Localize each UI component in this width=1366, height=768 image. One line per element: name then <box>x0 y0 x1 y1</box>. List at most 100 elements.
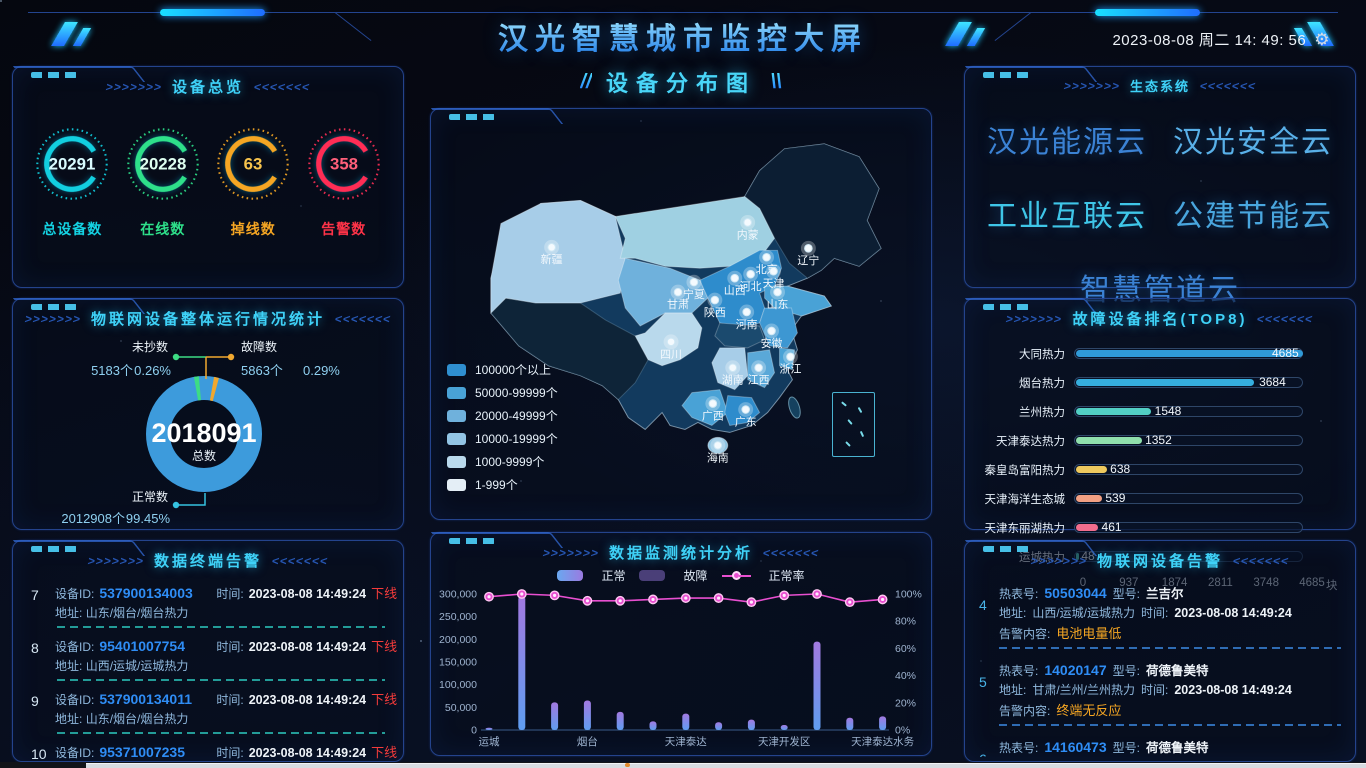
rate-point-core <box>586 599 589 602</box>
alarm-content-value: 电池电量低 <box>1056 623 1121 642</box>
row-index: 6 <box>979 751 987 757</box>
addr-value: 山东/烟台/烟台热力 <box>86 606 189 620</box>
map-marker-广东[interactable] <box>742 406 750 414</box>
device-id-label: 设备ID: <box>55 638 94 655</box>
status-badge: 下线 <box>371 583 403 602</box>
panel-ecosystem: >>>>>>> 生态系统 <<<<<<< 汉光能源云 汉光安全云 工业互联云 公… <box>964 66 1356 288</box>
bar-fill <box>1076 524 1098 531</box>
monitor-bar-line-chart: 050,000100,000150,000200,000250,000300,0… <box>431 584 933 754</box>
title-arrows: <<<<<<< <box>253 80 312 94</box>
time-label: 时间: <box>216 638 243 655</box>
eco-link-industry-cloud[interactable]: 工业互联云 <box>987 191 1147 235</box>
svg-text:358: 358 <box>330 154 358 173</box>
bar-normal <box>715 722 722 730</box>
eco-link-energy-cloud[interactable]: 汉光能源云 <box>987 117 1147 161</box>
gauge-label: 在线数 <box>140 219 185 239</box>
starfield-decoration <box>0 0 2 2</box>
rate-point-core <box>881 598 884 601</box>
map-marker-内蒙[interactable] <box>744 219 752 227</box>
map-marker-广西[interactable] <box>709 400 717 408</box>
legend-label: 故障 <box>683 567 707 584</box>
legend-label: 正常率 <box>769 567 805 584</box>
device-id-label: 设备ID: <box>55 691 94 708</box>
legend-label: 10000-19999个 <box>475 430 558 447</box>
bar-normal <box>518 596 525 730</box>
bar-normal <box>584 701 591 730</box>
panel-monitor-chart: >>>>>>> 数据监测统计分析 <<<<<<< 正常 故障 正常率 050,0… <box>430 532 932 756</box>
bar-track: 1352 <box>1074 435 1303 446</box>
map-marker-天津[interactable] <box>770 267 778 275</box>
map-marker-新疆[interactable] <box>548 244 556 252</box>
legend-swatch <box>447 364 466 376</box>
map-marker-辽宁[interactable] <box>805 245 813 253</box>
map-marker-河北[interactable] <box>747 270 755 278</box>
rate-point-core <box>848 601 851 604</box>
eco-link-security-cloud[interactable]: 汉光安全云 <box>1173 117 1333 161</box>
bar-normal <box>486 728 493 730</box>
bar-fill <box>1076 495 1102 502</box>
map-marker-四川[interactable] <box>667 338 675 346</box>
map-marker-河南[interactable] <box>743 308 751 316</box>
iot-alarm-row: 6热表号:14160473型号:荷德鲁美特地址:山西/大同/大同热力时间:202… <box>973 733 1341 757</box>
legend-swatch-normal <box>557 570 583 581</box>
title-mark: \\ <box>770 71 781 94</box>
map-marker-北京[interactable] <box>763 253 771 261</box>
map-marker-label: 内蒙 <box>737 227 759 241</box>
row-separator <box>57 732 385 734</box>
map-marker-陕西[interactable] <box>711 296 719 304</box>
top8-row: 烟台热力3684 <box>977 372 1341 393</box>
gear-icon[interactable]: ⚙ <box>1314 30 1330 50</box>
row-separator <box>57 679 385 681</box>
x-axis-category: 天津泰达水务 <box>851 735 914 748</box>
map-marker-山东[interactable] <box>774 288 782 296</box>
map-marker-山西[interactable] <box>731 274 739 282</box>
bar-normal <box>814 642 821 730</box>
time-value: 2023-08-08 14:49:24 <box>249 746 366 759</box>
time-label: 时间: <box>216 585 243 602</box>
row-index: 10 <box>31 746 47 759</box>
rate-point-core <box>684 596 687 599</box>
map-marker-湖南[interactable] <box>729 364 737 372</box>
row-separator <box>57 626 385 628</box>
y-axis-tick-right: 60% <box>895 643 916 655</box>
panel-terminal-alarms: >>>>>>> 数据终端告警 <<<<<<< 7设备ID:53790013400… <box>12 540 404 762</box>
title-arrows: >>>>>>> <box>1005 312 1064 326</box>
rate-point-core <box>750 601 753 604</box>
y-axis-tick-left: 100,000 <box>439 679 477 691</box>
top8-row: 天津海洋生态城539 <box>977 488 1341 509</box>
map-marker-海南[interactable] <box>714 442 722 450</box>
legend-swatch <box>447 479 466 491</box>
bar-value: 461 <box>1102 520 1122 534</box>
datetime-display: 2023-08-08 周二 14: 49: 56 ⚙ <box>1112 29 1330 50</box>
model-value: 兰吉尔 <box>1146 583 1184 602</box>
title-mark: // <box>580 71 591 94</box>
taskbar-strip[interactable] <box>0 762 1366 768</box>
title-arrows: <<<<<<< <box>1256 312 1315 326</box>
gauge-group: 20291 总设备数 20228 在线数 63 掉线数 358 告警数 <box>13 97 403 239</box>
svg-text:0.26%: 0.26% <box>134 363 171 378</box>
y-axis-tick-left: 150,000 <box>439 657 477 669</box>
rate-point-core <box>520 592 523 595</box>
legend-swatch <box>447 410 466 422</box>
map-marker-安徽[interactable] <box>768 327 776 335</box>
legend-label: 正常 <box>601 567 625 584</box>
device-id-value: 95401007754 <box>99 638 211 654</box>
map-marker-江西[interactable] <box>755 364 763 372</box>
title-arrows: <<<<<<< <box>271 554 330 568</box>
eco-link-building-cloud[interactable]: 公建节能云 <box>1173 191 1333 235</box>
y-axis-tick-right: 0% <box>895 725 910 737</box>
bar-normal <box>748 720 755 730</box>
bar-label: 烟台热力 <box>977 375 1074 391</box>
map-marker-甘肃[interactable] <box>674 288 682 296</box>
map-legend-item: 10000-19999个 <box>447 430 558 447</box>
map-marker-宁夏[interactable] <box>690 278 698 286</box>
svg-text:20291: 20291 <box>49 154 96 173</box>
svg-text:2012908个: 2012908个 <box>61 511 125 526</box>
map-marker-label: 湖南 <box>722 374 744 387</box>
status-badge: 下线 <box>371 742 403 759</box>
alarm-content-value: 终端无反应 <box>1056 700 1121 719</box>
legend-label: 20000-49999个 <box>475 407 558 424</box>
bar-value: 539 <box>1105 491 1125 505</box>
map-marker-浙江[interactable] <box>787 353 795 361</box>
panel-top8-ranking: >>>>>>> 故障设备排名(TOP8) <<<<<<< 大同热力4685 烟台… <box>964 298 1356 530</box>
